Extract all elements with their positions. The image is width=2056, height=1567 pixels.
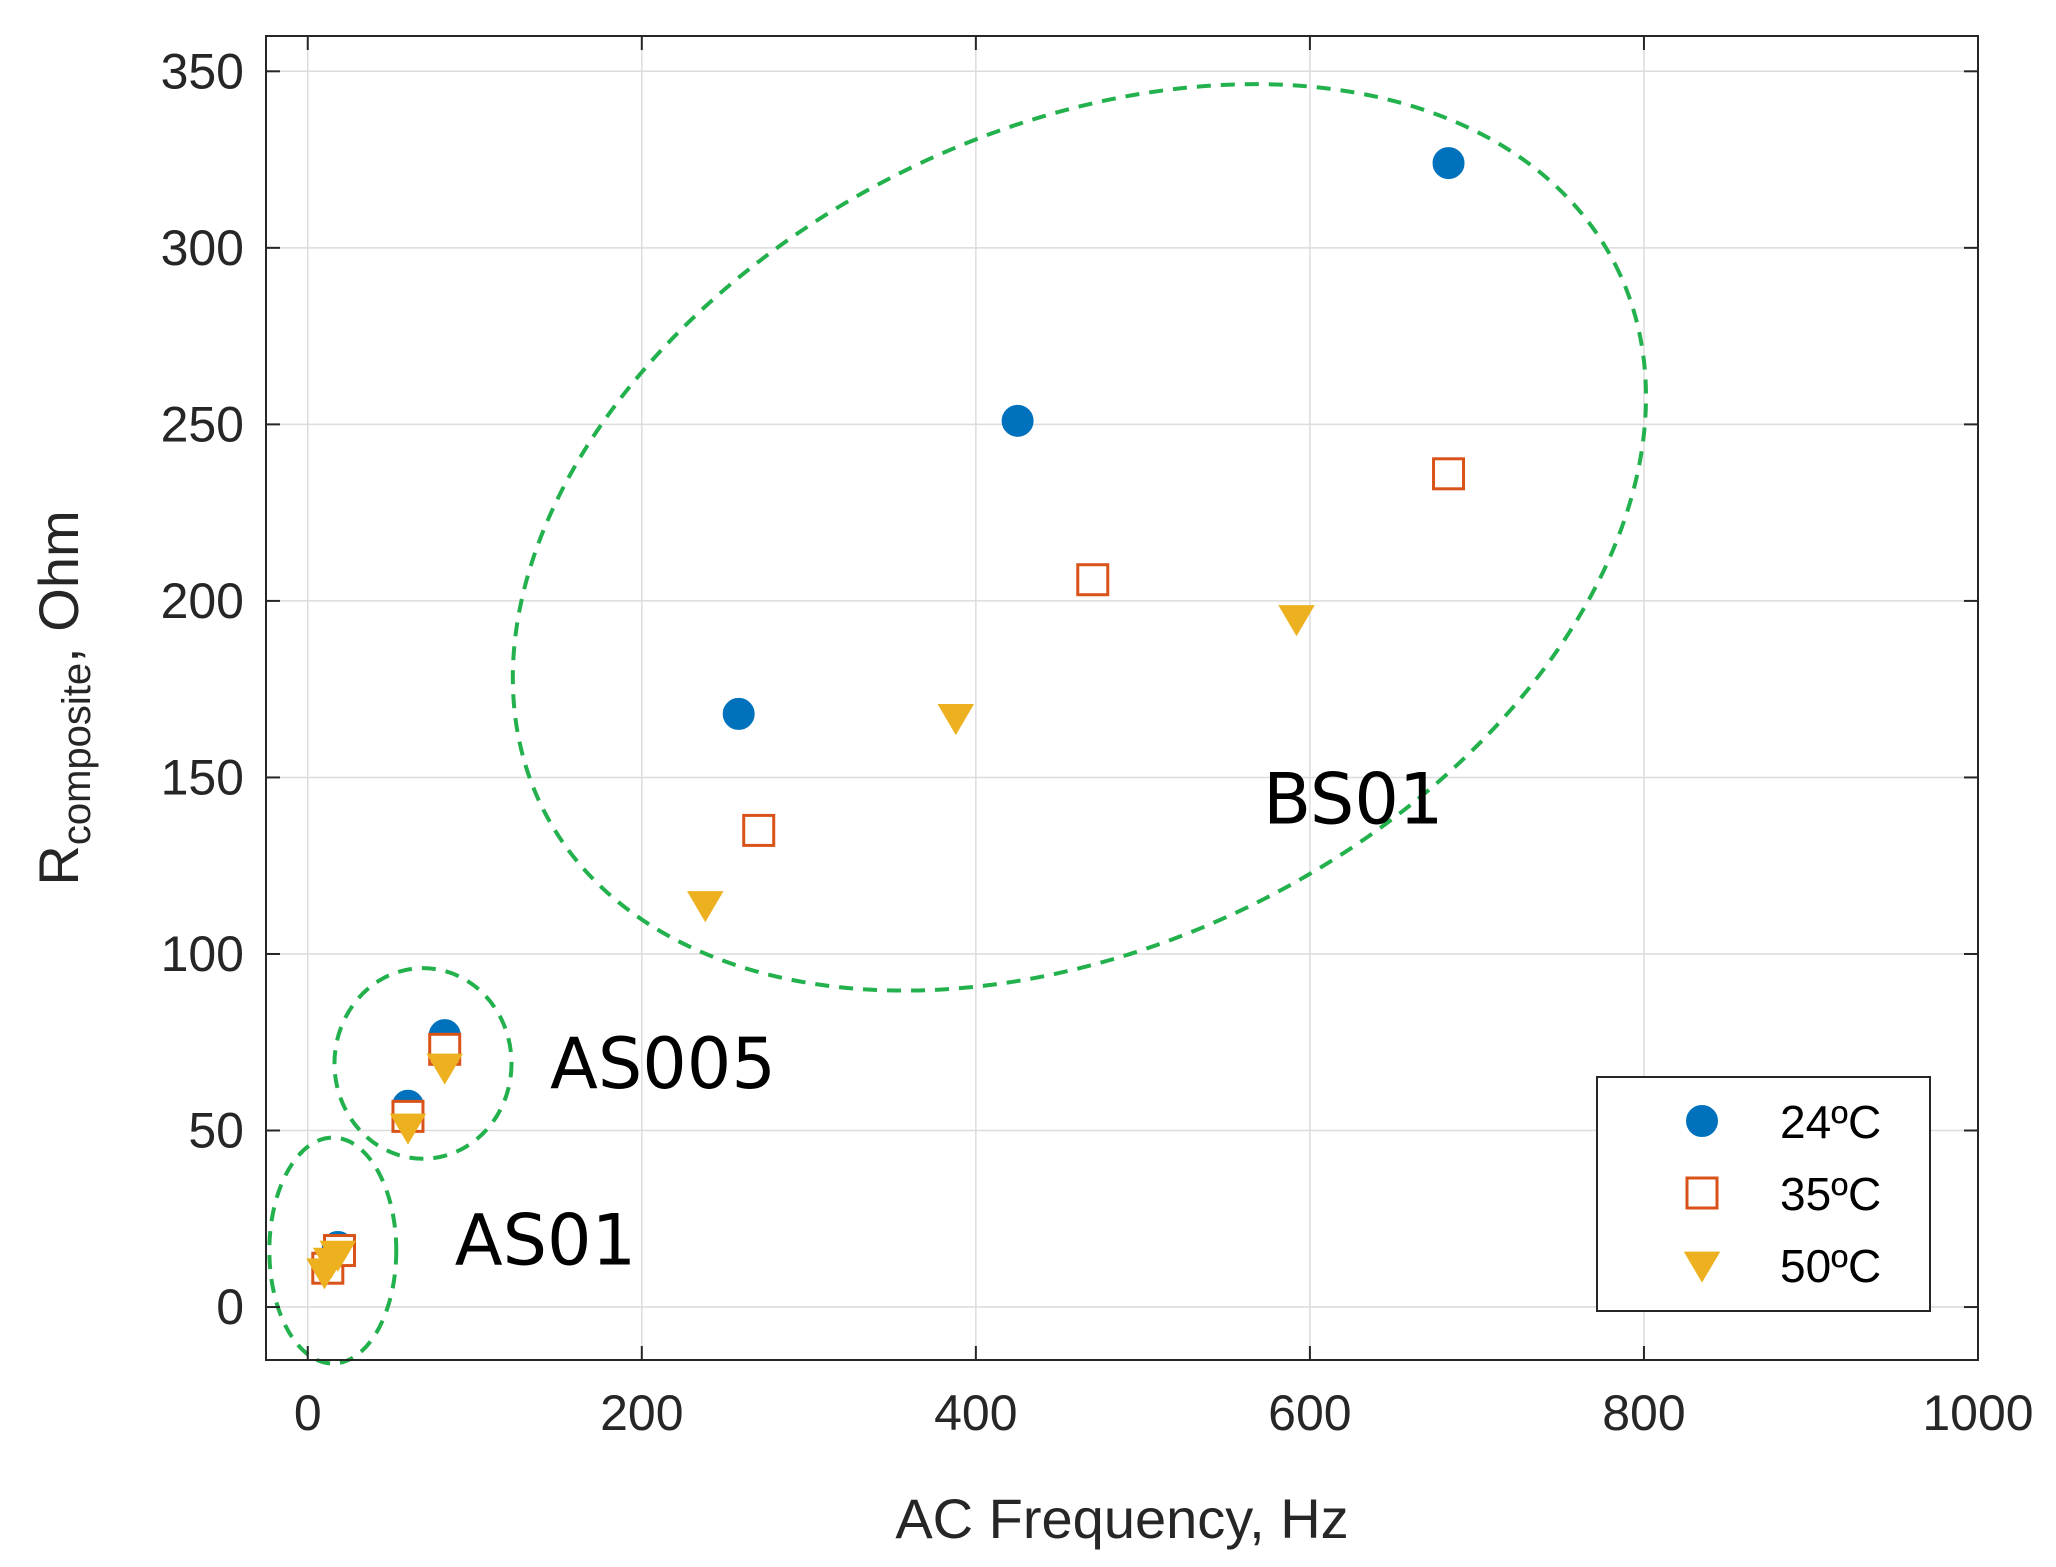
y-tick-label: 150 bbox=[161, 749, 244, 805]
data-point bbox=[722, 697, 755, 730]
data-point bbox=[687, 891, 724, 923]
y-axis-label-suffix: , Ohm bbox=[27, 510, 90, 662]
plot-frame bbox=[265, 35, 1979, 1361]
data-point bbox=[426, 1053, 463, 1085]
axis-ticks: 0 200 400 600 800 1000 0 50 100 150 200 250 300 350 bbox=[161, 36, 2034, 1441]
legend: 24ºC 35ºC 50ºC bbox=[1596, 1076, 1931, 1312]
x-tick-label: 400 bbox=[934, 1385, 1017, 1441]
x-tick-label: 0 bbox=[294, 1385, 322, 1441]
legend-marker bbox=[1686, 1105, 1718, 1137]
x-axis-label: AC Frequency, Hz bbox=[895, 1487, 1348, 1550]
y-axis-label-main: R bbox=[27, 845, 90, 885]
data-point bbox=[937, 704, 975, 736]
x-tick-label: 600 bbox=[1268, 1385, 1351, 1441]
data-point bbox=[1432, 457, 1466, 491]
y-tick-label: 0 bbox=[216, 1279, 244, 1335]
legend-label: 50ºC bbox=[1780, 1240, 1881, 1292]
annotation-as01: AS01 bbox=[455, 1200, 636, 1282]
annotation-bs01: BS01 bbox=[1263, 758, 1443, 840]
data-point bbox=[742, 813, 776, 847]
data-point bbox=[389, 1113, 427, 1145]
grid-lines bbox=[266, 36, 1979, 1360]
legend-label: 35ºC bbox=[1780, 1168, 1881, 1220]
annotation-as005: AS005 bbox=[550, 1023, 776, 1105]
y-axis-label: Rcomposite, Ohm bbox=[27, 510, 99, 885]
series-triangle-down bbox=[306, 605, 1315, 1290]
group-annotations: AS01 AS005 BS01 bbox=[455, 758, 1444, 1281]
data-point bbox=[1432, 147, 1465, 180]
legend-box bbox=[1596, 1076, 1931, 1312]
group-outline-as01 bbox=[267, 1135, 399, 1366]
data-point bbox=[1001, 404, 1034, 437]
legend-marker bbox=[1685, 1176, 1719, 1210]
y-tick-label: 100 bbox=[161, 926, 244, 982]
data-point bbox=[319, 1240, 357, 1272]
x-tick-label: 200 bbox=[600, 1385, 683, 1441]
y-tick-label: 250 bbox=[161, 396, 244, 452]
y-tick-label: 200 bbox=[161, 573, 244, 629]
legend-marker bbox=[1683, 1251, 1721, 1283]
y-tick-label: 350 bbox=[161, 43, 244, 99]
y-axis-label-subscript: composite bbox=[55, 663, 99, 845]
y-tick-label: 300 bbox=[161, 220, 244, 276]
data-point bbox=[1076, 563, 1110, 597]
x-tick-label: 800 bbox=[1602, 1385, 1685, 1441]
group-outlines bbox=[267, 82, 1648, 1366]
group-outline-bs01 bbox=[510, 82, 1648, 993]
group-outline-as005 bbox=[332, 966, 514, 1161]
data-markers bbox=[306, 147, 1466, 1290]
x-tick-label: 1000 bbox=[1922, 1385, 2033, 1441]
data-point bbox=[1278, 605, 1315, 637]
y-tick-label: 50 bbox=[188, 1103, 244, 1159]
legend-label: 24ºC bbox=[1780, 1096, 1881, 1148]
